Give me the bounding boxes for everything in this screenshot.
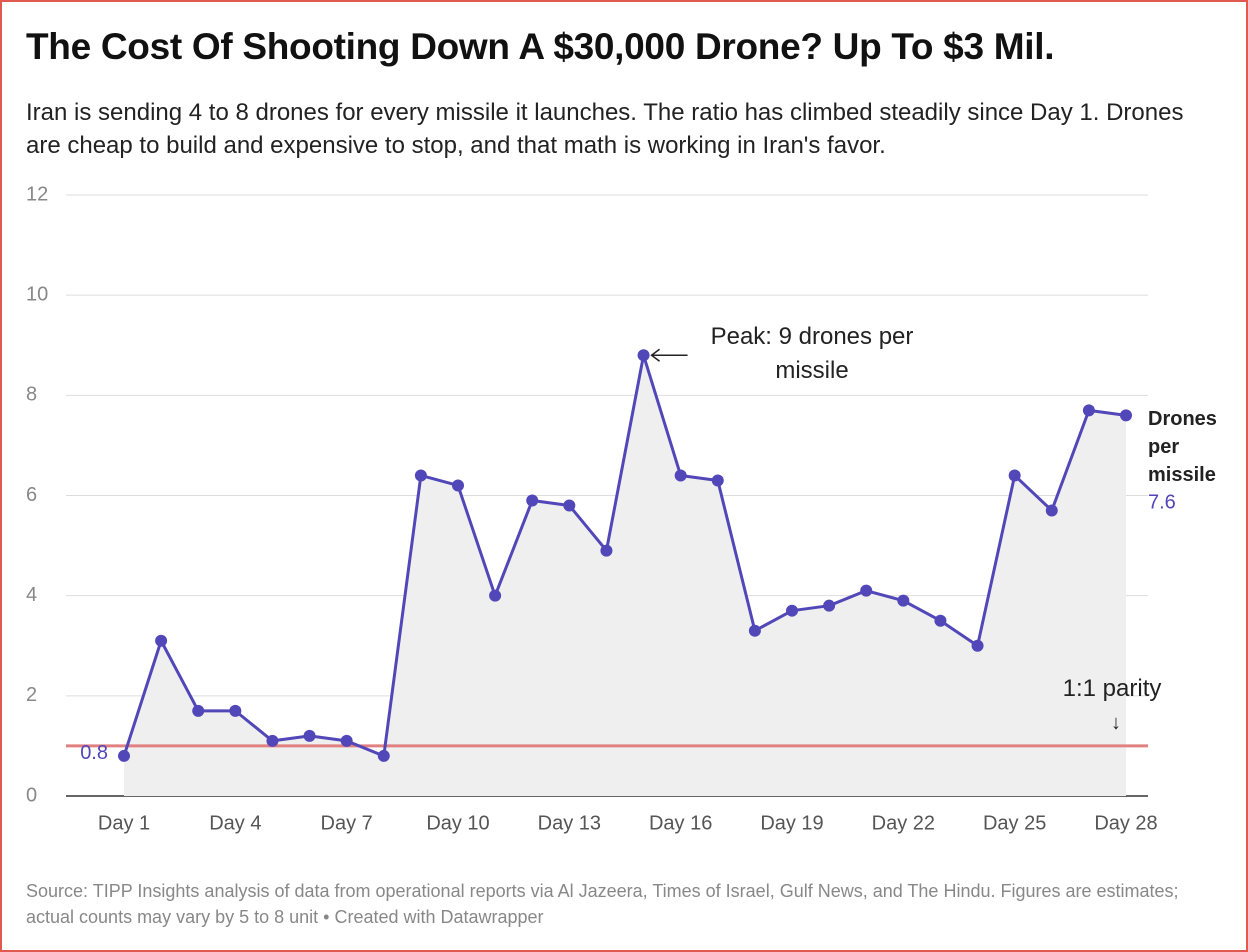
y-tick-label: 8 <box>26 384 37 406</box>
x-tick-label: Day 1 <box>98 812 150 834</box>
point <box>748 624 761 637</box>
y-tick-label: 0 <box>26 784 37 806</box>
point <box>118 749 130 762</box>
x-tick-label: Day 25 <box>983 812 1046 834</box>
chart-subtitle: Iran is sending 4 to 8 drones for every … <box>26 99 1184 159</box>
annotation-arrow <box>650 348 688 362</box>
point <box>377 749 390 762</box>
point <box>934 614 947 627</box>
parity-annotation: 1:1 parity <box>1062 675 1162 702</box>
area <box>124 355 1126 796</box>
point <box>192 704 205 717</box>
y-tick-label: 12 <box>26 183 48 205</box>
point <box>1045 504 1058 517</box>
point <box>229 704 242 717</box>
chart-source: Source: TIPP Insights analysis of data f… <box>26 881 1179 927</box>
point <box>971 639 984 652</box>
point <box>526 494 539 507</box>
peak-annotation: Peak: 9 drones per missile <box>710 323 914 384</box>
y-tick-label: 10 <box>26 283 48 305</box>
point <box>600 544 613 557</box>
point <box>303 729 316 742</box>
point <box>452 479 464 492</box>
x-tick-label: Day 19 <box>760 812 823 834</box>
x-tick-label: Day 16 <box>649 812 712 834</box>
point <box>1008 469 1021 482</box>
point <box>489 589 502 602</box>
point <box>786 604 798 617</box>
x-tick-label: Day 22 <box>872 812 935 834</box>
point <box>340 734 353 747</box>
point <box>1082 404 1095 417</box>
x-tick-label: Day 4 <box>209 812 261 834</box>
parity-arrow: ↓ <box>1111 712 1121 734</box>
value-label: 7.6 <box>1148 492 1176 514</box>
y-tick-label: 6 <box>26 484 37 506</box>
x-tick-label: Day 7 <box>321 812 373 834</box>
point <box>711 474 724 487</box>
point <box>155 634 168 647</box>
point <box>897 594 910 607</box>
point <box>414 469 427 482</box>
x-tick-label: Day 13 <box>538 812 601 834</box>
point <box>1120 409 1132 422</box>
y-tick-label: 4 <box>26 584 37 606</box>
value-label: 0.8 <box>80 742 108 764</box>
point <box>563 499 576 512</box>
line <box>122 353 1127 758</box>
point <box>674 469 687 482</box>
point <box>860 584 873 597</box>
point <box>637 349 650 362</box>
series-end-label: Drones per missile <box>1148 408 1217 486</box>
chart-title: The Cost Of Shooting Down A $30,000 Dron… <box>26 26 1055 67</box>
point <box>266 734 279 747</box>
point <box>823 599 836 612</box>
x-tick-label: Day 28 <box>1094 812 1157 834</box>
x-tick-label: Day 10 <box>426 812 489 834</box>
y-tick-label: 2 <box>26 684 37 706</box>
